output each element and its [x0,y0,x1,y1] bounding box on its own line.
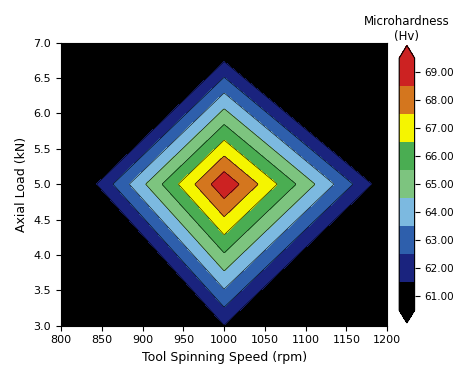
X-axis label: Tool Spinning Speed (rpm): Tool Spinning Speed (rpm) [142,351,307,364]
Y-axis label: Axial Load (kN): Axial Load (kN) [15,136,28,232]
PathPatch shape [399,310,415,323]
PathPatch shape [399,45,415,58]
Title: Microhardness
(Hv): Microhardness (Hv) [364,15,450,43]
